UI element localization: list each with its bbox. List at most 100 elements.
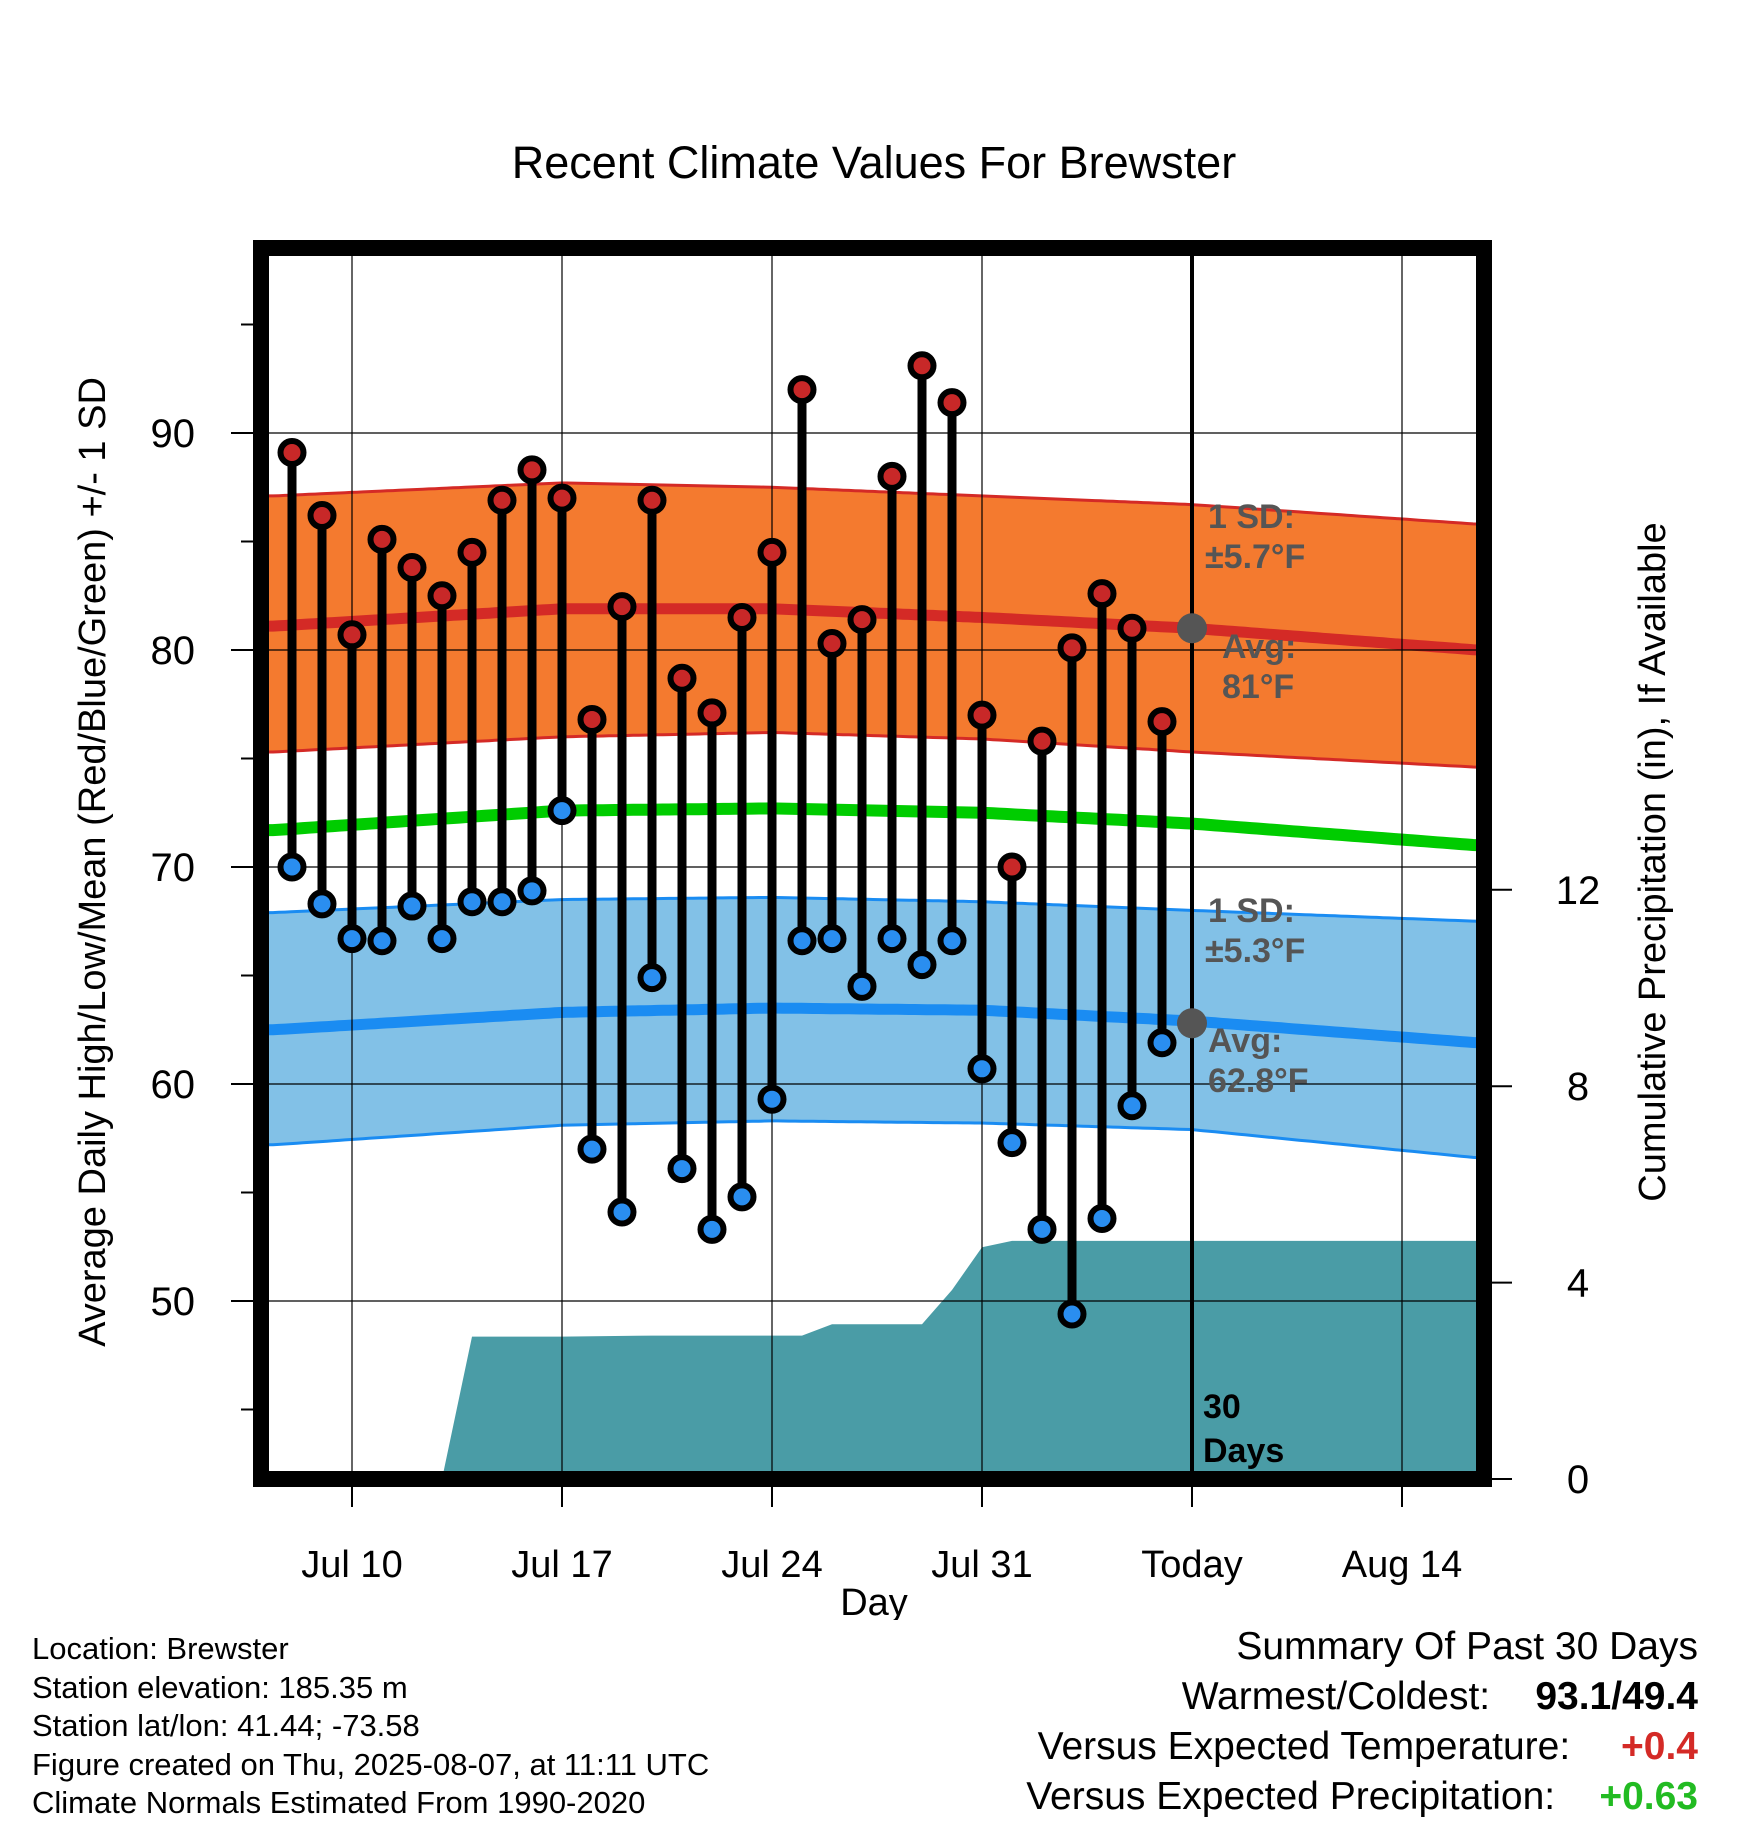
daily-low-point [337,924,367,954]
plot-frame [253,240,1492,1487]
daily-high-point [967,700,997,730]
daily-low-point [667,1154,697,1184]
temp-label: Versus Expected Temperature: [1037,1725,1571,1768]
daily-low-point [967,1054,997,1084]
daily-high-point [1057,633,1087,663]
daily-low-point [577,1134,607,1164]
daily-high-point [1087,579,1117,609]
low-sd-label: 1 SD: [1208,892,1295,930]
daily-high-point [397,553,427,583]
daily-high-point [817,628,847,658]
daily-high-point [937,388,967,418]
summary-warm-cold: Warmest/Coldest: 93.1/49.4 [1026,1672,1698,1722]
x-tick-label: Aug 14 [1342,1544,1462,1586]
mean-line [261,802,1480,852]
daily-high-point [1147,707,1177,737]
summary-precip: Versus Expected Precipitation: +0.63 [1026,1772,1698,1822]
daily-high-point [607,592,637,622]
daily-high-point [307,500,337,530]
daily-low-point [1117,1091,1147,1121]
summary-title: Summary Of Past 30 Days [1236,1625,1698,1668]
daily-high-point [547,483,577,513]
high-avg-value: 81°F [1222,668,1294,706]
daily-low-point [1057,1299,1087,1329]
low-avg-value: 62.8°F [1208,1062,1309,1100]
station-info: Location: Brewster Station elevation: 18… [32,1630,709,1823]
low-avg-label: Avg: [1208,1022,1282,1060]
summary-panel: Summary Of Past 30 Days Warmest/Coldest:… [1026,1622,1698,1822]
daily-low-point [697,1214,727,1244]
daily-low-point [817,924,847,954]
daily-low-point [277,852,307,882]
daily-high-point [877,461,907,491]
daily-low-point [1147,1028,1177,1058]
daily-low-point [787,926,817,956]
low-avg-line [261,1002,1480,1049]
daily-low-point [487,887,517,917]
daily-high-point [487,485,517,515]
daily-high-point [577,704,607,734]
daily-low-point [727,1182,757,1212]
warm-cold-label: Warmest/Coldest: [1181,1675,1491,1718]
location-text: Location: Brewster [32,1631,289,1666]
daily-low-point [1087,1204,1117,1234]
daily-high-point [277,438,307,468]
high-sd-band-lower-edge [261,730,1480,769]
daily-high-point [847,605,877,635]
x-tick-label: Jul 24 [721,1544,822,1586]
daily-high-point [667,663,697,693]
high-sd-band-upper-edge [261,481,1480,526]
daily-low-point [937,926,967,956]
daily-low-point [397,891,427,921]
daily-low-point [367,926,397,956]
created-text: Figure created on Thu, 2025-08-07, at 11… [32,1746,710,1782]
daily-low-point [517,876,547,906]
low-avg-marker [1177,1008,1207,1039]
low-sd-band [261,897,1479,1158]
daily-low-point [997,1128,1027,1158]
high-avg-label: Avg: [1222,628,1296,666]
y-axis-label: Average Daily High/Low/Mean (Red/Blue/Gr… [72,377,114,1347]
y2-tick-label: 0 [1567,1458,1589,1502]
daily-low-point [547,796,577,826]
daily-high-point [907,351,937,381]
daily-high-point [337,620,367,650]
daily-high-point [727,602,757,632]
daily-high-point [757,537,787,567]
daily-high-point [367,524,397,554]
low-sd-band-lower-edge [261,1119,1480,1160]
normals-text: Climate Normals Estimated From 1990-2020 [32,1785,646,1820]
y-tick-label: 60 [151,1063,196,1107]
y2-tick-label: 8 [1567,1065,1589,1109]
daily-low-point [607,1197,637,1227]
x-axis-label: Day [840,1582,908,1620]
x-tick-label: Jul 17 [511,1544,612,1586]
temp-value: +0.4 [1621,1725,1698,1768]
warm-cold-value: 93.1/49.4 [1535,1675,1698,1718]
daily-high-point [637,485,667,515]
daily-high-point [1117,613,1147,643]
days-count-label: Days [1203,1432,1284,1470]
y2-axis-label: Cumulative Precipitation (in), If Availa… [1632,522,1674,1201]
y-tick-label: 70 [151,846,196,890]
precip-area [261,1240,1484,1479]
daily-high-point [787,375,817,405]
elevation-text: Station elevation: 185.35 m [32,1669,408,1705]
daily-low-point [307,889,337,919]
y2-tick-label: 12 [1556,869,1601,913]
daily-high-point [997,852,1027,882]
daily-low-point [637,963,667,993]
high-avg-marker [1177,613,1207,644]
daily-low-point [457,887,487,917]
daily-low-point [847,971,877,1001]
y-tick-label: 80 [151,629,196,673]
chart-title: Recent Climate Values For Brewster [512,137,1236,188]
daily-high-point [457,537,487,567]
daily-low-point [907,950,937,980]
daily-low-point [1027,1214,1057,1244]
daily-low-point [757,1084,787,1114]
x-tick-label: Jul 10 [301,1544,402,1586]
high-sd-label: 1 SD: [1208,498,1295,536]
daily-high-point [517,455,547,485]
